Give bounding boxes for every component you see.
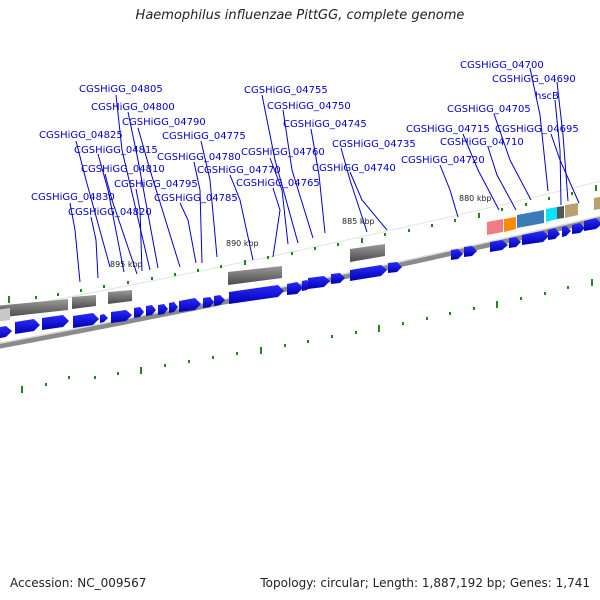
cds-arrow[interactable] <box>111 310 132 323</box>
gene-label-04690[interactable]: CGSHiGG_04690 <box>492 74 576 85</box>
gene-label-04735[interactable]: CGSHiGG_04735 <box>332 139 416 150</box>
gene-label-04700[interactable]: CGSHiGG_04700 <box>460 60 544 71</box>
cds-arrow[interactable] <box>73 313 99 328</box>
gene-label-04790[interactable]: CGSHiGG_04790 <box>122 117 206 128</box>
cds-arrow[interactable] <box>350 265 387 281</box>
special-features <box>487 196 600 235</box>
rna-block[interactable] <box>0 299 68 318</box>
gene-label-04820[interactable]: CGSHiGG_04820 <box>68 207 152 218</box>
cds-arrow[interactable] <box>42 315 69 330</box>
gene-label-04815[interactable]: CGSHiGG_04815 <box>74 145 158 156</box>
upper-tick-row <box>8 185 597 303</box>
scale-label-895: 895 kbp <box>110 260 143 269</box>
gene-label-04745[interactable]: CGSHiGG_04745 <box>283 119 367 130</box>
cds-arrow[interactable] <box>15 319 40 334</box>
cds-arrow[interactable] <box>179 298 201 312</box>
accession-text: Accession: NC_009567 <box>10 576 147 590</box>
cds-arrow[interactable] <box>287 282 303 295</box>
feature-pink[interactable] <box>487 219 503 235</box>
cds-arrow[interactable] <box>203 297 214 308</box>
gene-label-04760[interactable]: CGSHiGG_04760 <box>241 147 325 158</box>
gene-label-04775[interactable]: CGSHiGG_04775 <box>162 131 246 142</box>
gene-label-04720[interactable]: CGSHiGG_04720 <box>401 155 485 166</box>
cds-arrow[interactable] <box>584 218 600 231</box>
cds-arrow[interactable] <box>331 273 345 284</box>
rna-block[interactable] <box>350 244 385 262</box>
gene-label-04695[interactable]: CGSHiGG_04695 <box>495 124 579 135</box>
genome-backbone-upper <box>0 180 600 311</box>
gene-label-hscb[interactable]: hscB <box>535 91 559 102</box>
cds-arrow[interactable] <box>169 302 178 313</box>
feature-orange[interactable] <box>504 217 516 232</box>
gene-label-04710[interactable]: CGSHiGG_04710 <box>440 137 524 148</box>
rna-block-fading[interactable] <box>0 308 10 322</box>
gene-label-04825[interactable]: CGSHiGG_04825 <box>39 130 123 141</box>
cds-arrow[interactable] <box>548 228 560 240</box>
scale-label-885: 885 kbp <box>342 217 375 226</box>
cds-track <box>0 218 600 339</box>
cds-arrow[interactable] <box>572 223 585 234</box>
gene-label-04765[interactable]: CGSHiGG_04765 <box>236 178 320 189</box>
feature-khaki-2[interactable] <box>594 196 600 210</box>
feature-gray[interactable] <box>557 206 564 219</box>
cds-arrow[interactable] <box>522 231 549 245</box>
cds-arrow[interactable] <box>509 237 521 248</box>
gene-label-04705[interactable]: CGSHiGG_04705 <box>447 104 531 115</box>
rna-block[interactable] <box>228 266 282 285</box>
rna-track <box>0 244 385 322</box>
rna-block[interactable] <box>108 290 132 304</box>
gene-label-04715[interactable]: CGSHiGG_04715 <box>406 124 490 135</box>
gene-label-04795[interactable]: CGSHiGG_04795 <box>114 179 198 190</box>
gene-label-04805[interactable]: CGSHiGG_04805 <box>79 84 163 95</box>
map-title: Haemophilus influenzae PittGG, complete … <box>135 8 465 23</box>
gene-label-04785[interactable]: CGSHiGG_04785 <box>154 193 238 204</box>
gene-label-04740[interactable]: CGSHiGG_04740 <box>312 163 396 174</box>
cds-arrow[interactable] <box>100 314 108 323</box>
scale-label-880: 880 kbp <box>459 194 492 203</box>
cds-arrow[interactable] <box>308 276 330 289</box>
gene-label-04770[interactable]: CGSHiGG_04770 <box>197 165 281 176</box>
feature-khaki[interactable] <box>565 203 578 218</box>
gene-label-04755[interactable]: CGSHiGG_04755 <box>244 85 328 96</box>
rna-block[interactable] <box>72 295 96 309</box>
cds-arrow[interactable] <box>214 295 225 306</box>
cds-arrow[interactable] <box>134 307 144 318</box>
gene-label-04750[interactable]: CGSHiGG_04750 <box>267 101 351 112</box>
feature-steelblue[interactable] <box>517 210 544 228</box>
cds-arrow[interactable] <box>229 285 284 304</box>
cds-arrow[interactable] <box>464 246 477 257</box>
gene-label-04780[interactable]: CGSHiGG_04780 <box>157 152 241 163</box>
cds-arrow[interactable] <box>388 262 402 273</box>
feature-cyan[interactable] <box>546 207 557 222</box>
cds-arrow[interactable] <box>451 249 463 260</box>
genome-backbone-highlight <box>0 215 600 344</box>
cds-arrow[interactable] <box>490 240 508 252</box>
lower-tick-row-1 <box>68 279 593 379</box>
gene-labels: CGSHiGG_04700 CGSHiGG_04690 hscB CGSHiGG… <box>31 60 579 218</box>
cds-arrow[interactable] <box>562 226 571 237</box>
label-leader-lines <box>69 67 580 283</box>
cds-arrow[interactable] <box>158 304 168 315</box>
lower-tick-row-2 <box>21 383 47 393</box>
scale-label-890: 890 kbp <box>226 239 259 248</box>
cds-arrow[interactable] <box>0 326 12 339</box>
cds-arrow[interactable] <box>146 305 156 316</box>
gene-label-04810[interactable]: CGSHiGG_04810 <box>81 164 165 175</box>
genome-summary-text: Topology: circular; Length: 1,887,192 bp… <box>260 576 590 590</box>
gene-label-04830[interactable]: CGSHiGG_04830 <box>31 192 115 203</box>
gene-label-04800[interactable]: CGSHiGG_04800 <box>91 102 175 113</box>
